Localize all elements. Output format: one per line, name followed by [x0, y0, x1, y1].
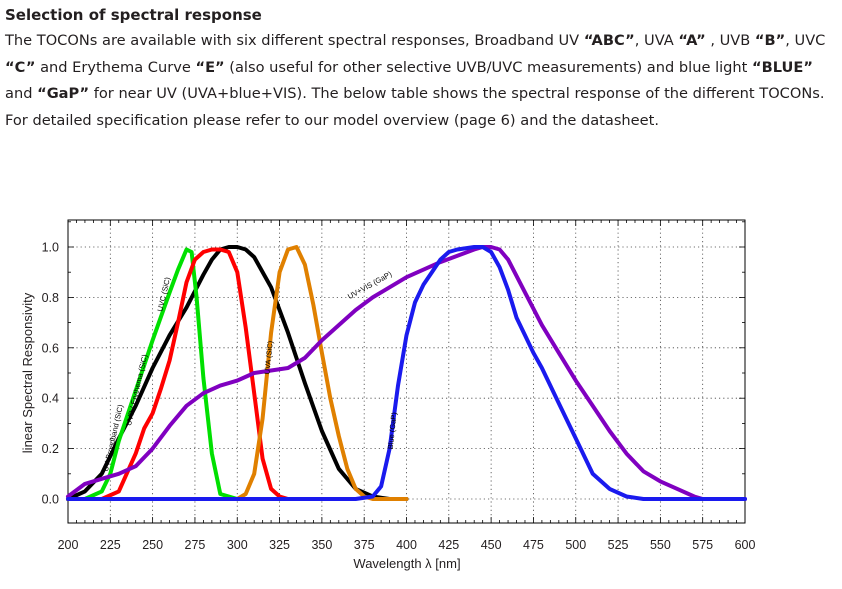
series-label: UV+VIS (GaP)	[346, 269, 394, 301]
paragraph-bold-run: “BLUE”	[752, 58, 813, 76]
x-tick-label: 325	[269, 538, 290, 552]
axis-ticks: 200 225 250 275 300 325 350 375 400 425 450 475 500 5…	[42, 220, 756, 552]
y-tick-label: 0.4	[42, 392, 59, 406]
paragraph-bold-run: “GaP”	[37, 85, 90, 102]
paragraph-bold-run: “B”	[754, 32, 786, 49]
paragraph-bold-run: “ABC”	[583, 32, 635, 49]
y-tick-label: 0.8	[42, 291, 59, 305]
paragraph-bold-run: “E”	[195, 58, 225, 76]
series-label: Blue (GaP)	[386, 411, 399, 449]
x-tick-label: 400	[396, 538, 417, 552]
y-tick-label: 0.6	[42, 341, 59, 355]
paragraph-text-run: , UVA	[634, 32, 679, 49]
description-paragraph: The TOCONs are available with six differ…	[5, 28, 827, 134]
document-section: Selection of spectral response The TOCON…	[5, 6, 827, 134]
y-tick-label: 1.0	[42, 241, 59, 255]
paragraph-text-run: (also useful for other selective UVB/UVC…	[224, 58, 753, 76]
x-tick-label: 550	[650, 538, 671, 552]
series-line	[66, 245, 409, 501]
series-label: UVB / Erythema (SiC)	[124, 353, 149, 427]
x-tick-label: 225	[100, 538, 121, 552]
series-line	[66, 247, 240, 501]
series-line	[66, 245, 747, 501]
x-tick-label: 500	[565, 538, 586, 552]
x-tick-label: 350	[311, 538, 332, 552]
paragraph-bold-run: “C”	[5, 58, 36, 76]
x-tick-label: 450	[481, 538, 502, 552]
x-axis-label: Wavelength λ [nm]	[353, 556, 460, 571]
paragraph-text-run: and	[5, 85, 38, 102]
x-tick-label: 375	[354, 538, 375, 552]
paragraph-text-run: , UVB	[705, 32, 755, 49]
paragraph-text-run: and Erythema Curve	[35, 58, 196, 76]
series-line	[66, 247, 341, 501]
y-axis-label: linear Spectral Responsivity	[20, 292, 35, 453]
paragraph-text-run: , UVC	[785, 32, 826, 49]
spectral-response-chart: 200 225 250 275 300 325 350 375 400 425 450 475 500 5…	[20, 219, 756, 571]
x-tick-label: 425	[438, 538, 459, 552]
x-tick-label: 475	[523, 538, 544, 552]
x-tick-label: 200	[58, 538, 79, 552]
series-line	[66, 245, 409, 501]
paragraph-text-run: The TOCONs are available with six differ…	[5, 32, 584, 49]
x-tick-label: 525	[608, 538, 629, 552]
series-label: UVA (SiC)	[262, 340, 275, 375]
x-tick-label: 300	[227, 538, 248, 552]
section-title: Selection of spectral response	[5, 6, 262, 24]
y-tick-label: 0.0	[42, 493, 59, 507]
chart-grid	[68, 220, 745, 523]
chart-series	[66, 245, 747, 501]
paragraph-bold-run: “A”	[678, 32, 706, 49]
x-tick-label: 275	[185, 538, 206, 552]
x-tick-label: 250	[142, 538, 163, 552]
x-tick-label: 575	[692, 538, 713, 552]
paragraph-text-run: for near UV (UVA+blue+VIS). The below ta…	[5, 85, 825, 129]
x-tick-label: 600	[735, 538, 756, 552]
y-tick-label: 0.2	[42, 442, 59, 456]
